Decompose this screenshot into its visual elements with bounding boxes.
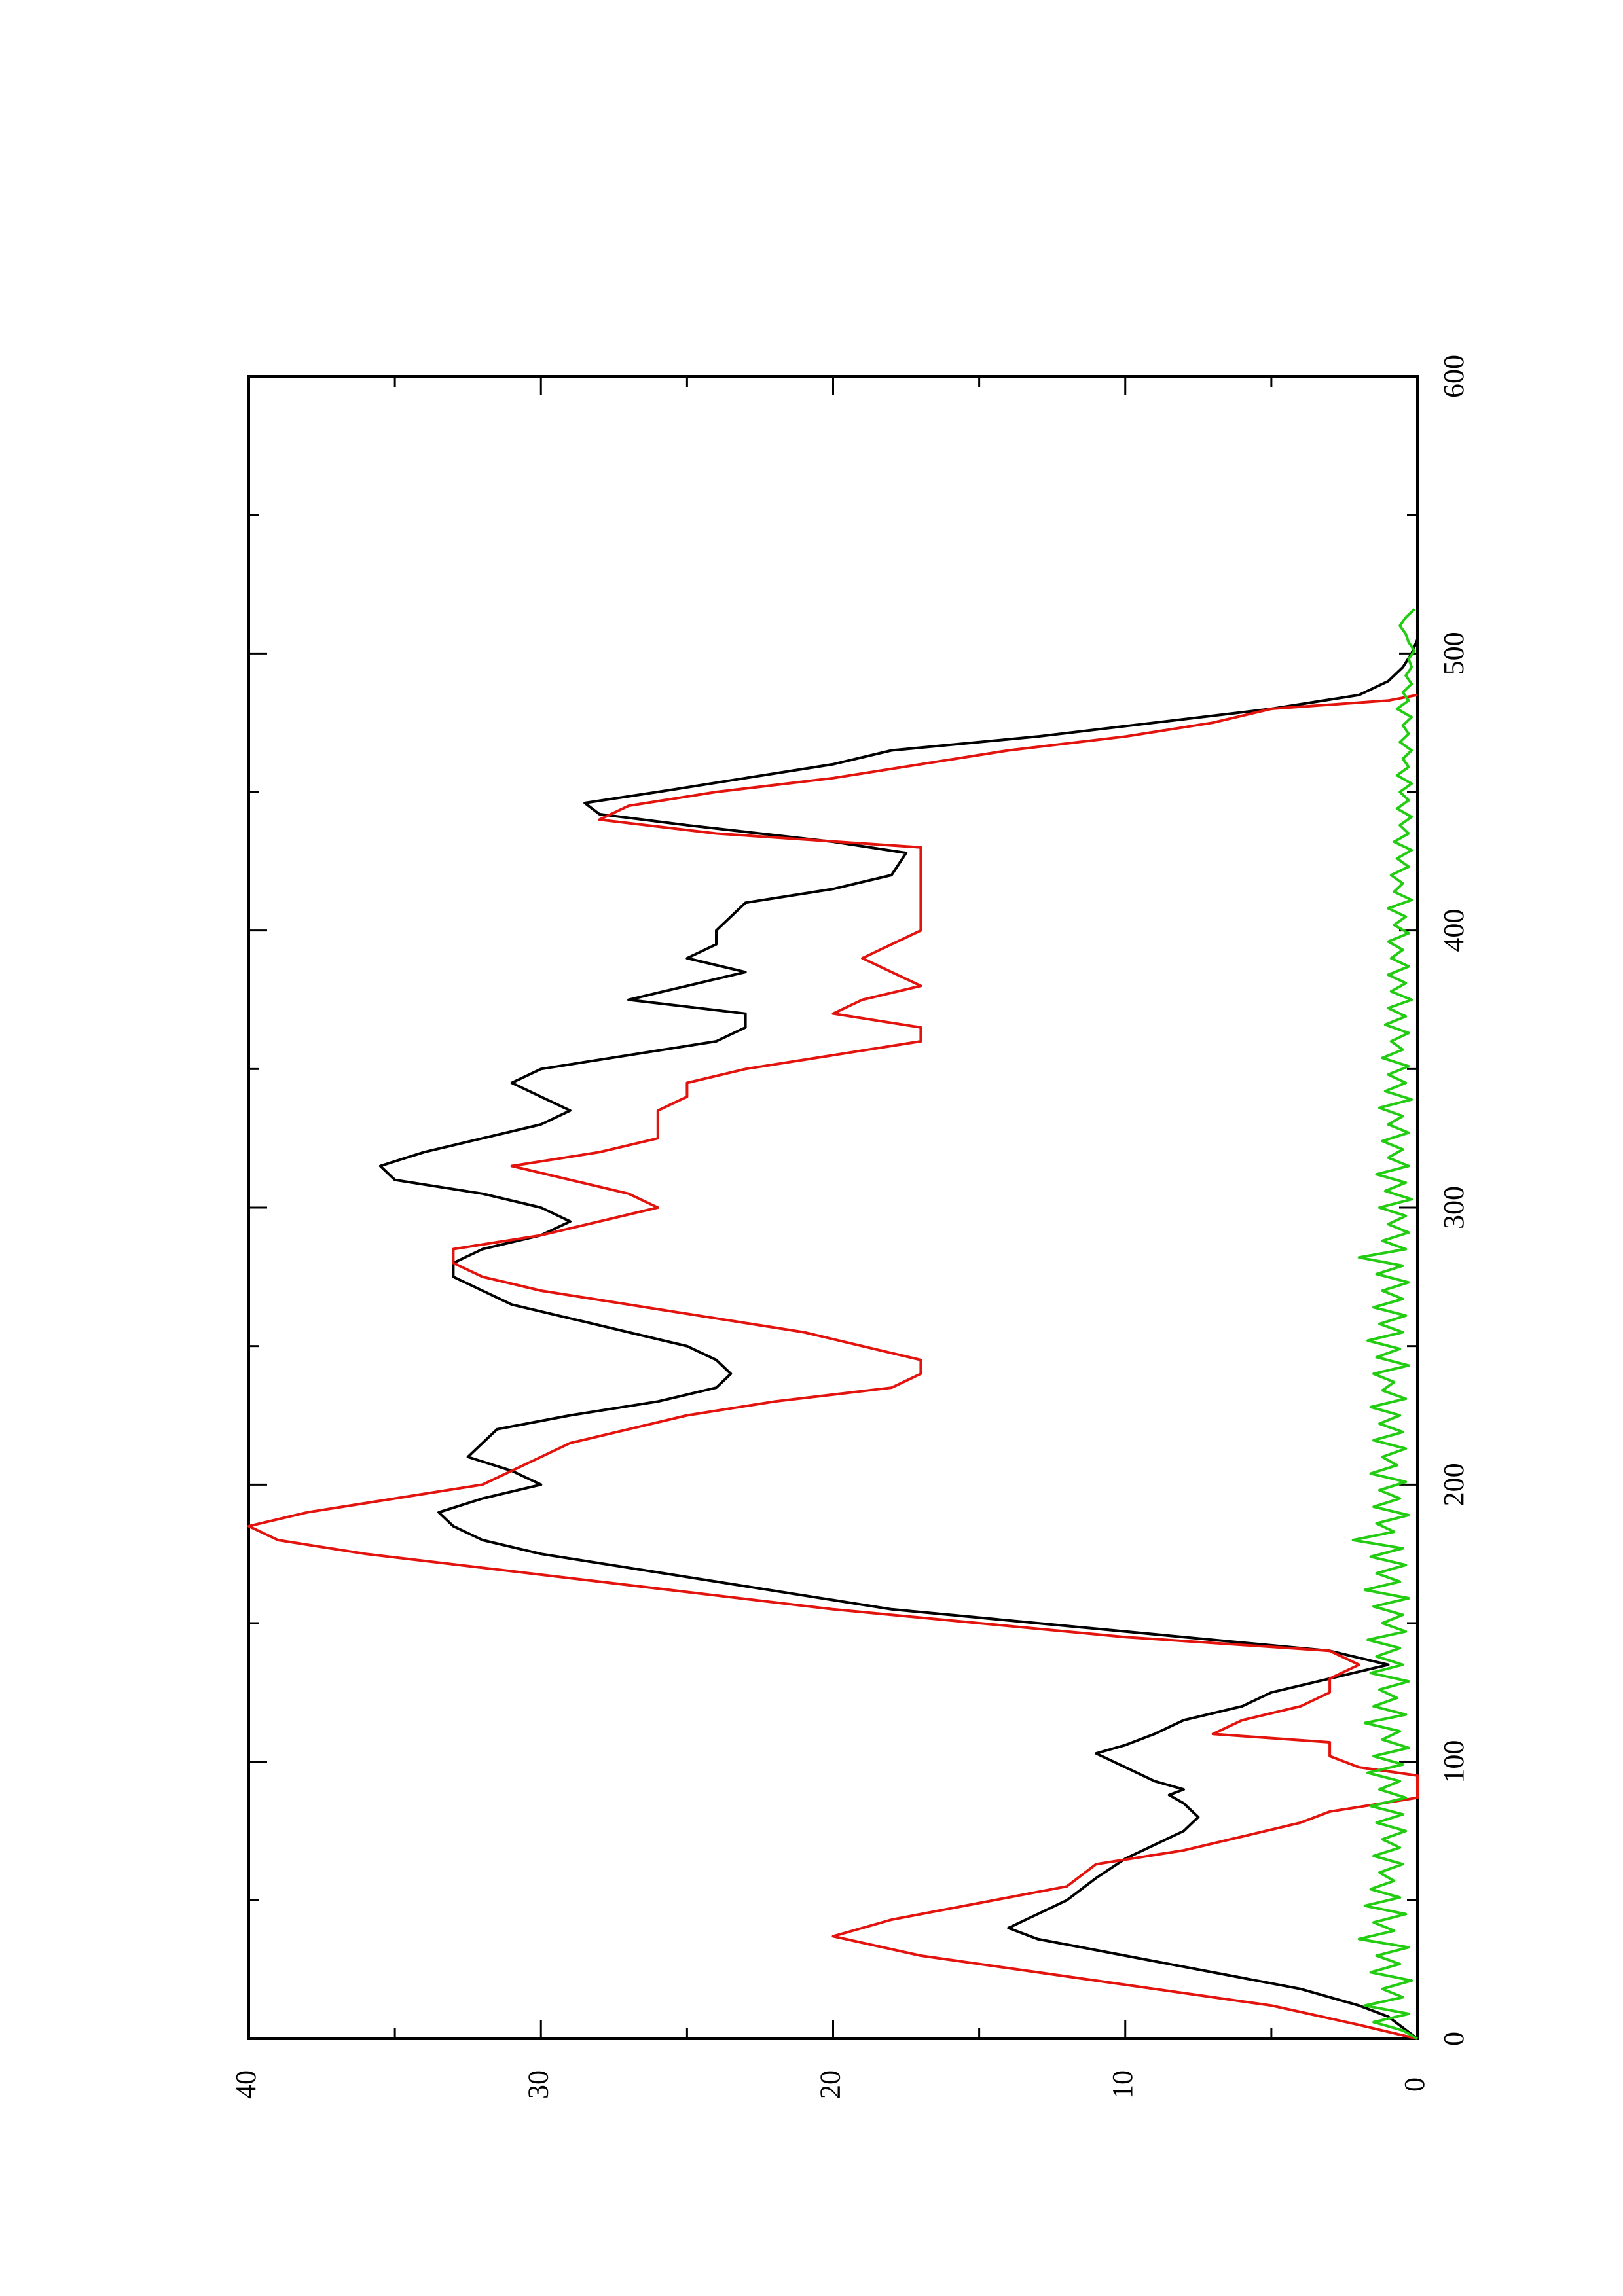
x-tick-label: 300 — [1438, 1186, 1470, 1229]
series-line-3 — [1351, 608, 1418, 2040]
y-tick-label: 40 — [230, 2070, 262, 2099]
plot-border — [247, 375, 1419, 2040]
plot-frame — [247, 375, 1419, 2040]
x-tick-label: 100 — [1438, 1740, 1470, 1784]
y-tick-label: 10 — [1106, 2070, 1139, 2099]
y-tick-label: 0 — [1398, 2077, 1431, 2092]
axis-ticks — [247, 375, 1419, 2040]
y-tick-label: 30 — [522, 2070, 554, 2099]
x-tick-label: 500 — [1438, 632, 1470, 675]
x-tick-label: 200 — [1438, 1463, 1470, 1506]
x-tick-label: 400 — [1438, 909, 1470, 952]
series-layer — [247, 608, 1419, 2040]
x-tick-label: 600 — [1438, 355, 1470, 398]
series-line-2 — [247, 693, 1419, 2040]
series-line-1 — [378, 626, 1419, 2040]
axis-tick-labels: 0 100 200 300 400 500 600 0 10 20 30 40 — [230, 355, 1470, 2099]
y-tick-label: 20 — [814, 2070, 847, 2099]
x-tick-label: 0 — [1438, 2032, 1470, 2046]
